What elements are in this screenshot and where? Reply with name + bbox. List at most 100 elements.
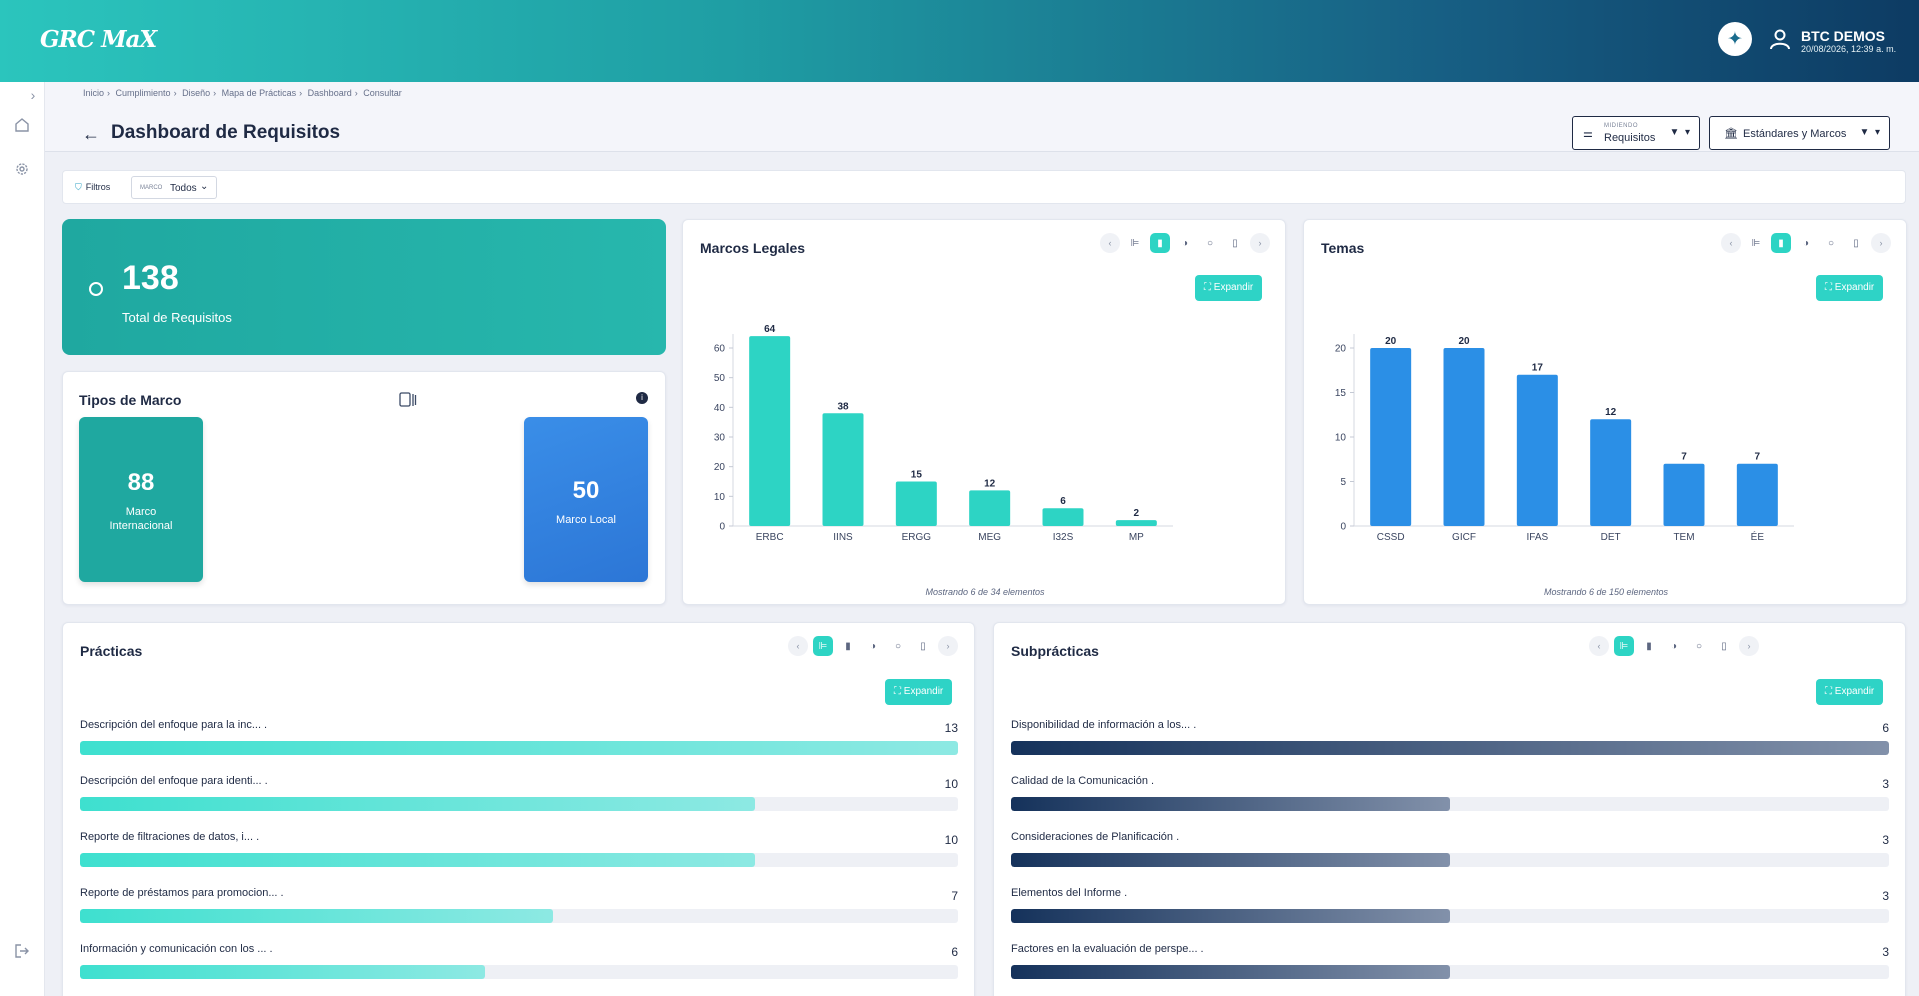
list-item[interactable]: Calidad de la Comunicación . 3 — [1011, 775, 1889, 815]
next-arrow-icon[interactable]: › — [1739, 636, 1759, 656]
expand-button[interactable]: ⛶ Expandir — [885, 679, 953, 705]
item-count: 10 — [944, 833, 958, 847]
expand-button[interactable]: ⛶ Expandir — [1816, 275, 1884, 301]
item-count: 7 — [951, 889, 958, 903]
back-arrow-icon[interactable]: ← — [82, 124, 100, 144]
list-item[interactable]: Factores en la evaluación de perspe... .… — [1011, 943, 1889, 983]
y-tick-label: 0 — [1340, 522, 1346, 533]
x-tick-label: MEG — [978, 532, 1001, 543]
card-title: Subprácticas — [1011, 643, 1099, 659]
list-item[interactable]: Reporte de préstamos para promocion... .… — [80, 887, 958, 927]
chart-toolbar: ‹ ⊫ ▮ ◑ ○ ▯ › — [1100, 233, 1270, 253]
cards-icon[interactable]: ▯ — [920, 640, 926, 652]
bar-chart-icon[interactable]: ▮ — [845, 640, 851, 652]
horizontal-bar-icon[interactable]: ⊫ — [1614, 636, 1634, 656]
expand-button[interactable]: ⛶ Expandir — [1816, 679, 1884, 705]
user-name[interactable]: BTC DEMOS — [1801, 28, 1885, 44]
bar-chart-icon[interactable]: ▮ — [1646, 640, 1652, 652]
progress-track — [1011, 741, 1889, 755]
donut-chart-icon[interactable]: ○ — [1827, 237, 1835, 249]
logout-icon[interactable] — [13, 942, 31, 960]
progress-fill — [80, 965, 486, 979]
bar — [1590, 419, 1632, 526]
progress-track — [1011, 965, 1889, 979]
expand-button[interactable]: ⛶ Expandir — [1195, 275, 1263, 301]
marco-internacional-tile[interactable]: 88 Marco Internacional — [79, 417, 203, 582]
item-count: 6 — [951, 945, 958, 959]
breadcrumb-item[interactable]: Inicio — [83, 88, 105, 98]
chip-key: MARCO — [140, 185, 163, 191]
y-tick-label: 20 — [1335, 344, 1347, 355]
gear-icon[interactable] — [13, 160, 31, 178]
breadcrumb-item[interactable]: Mapa de Prácticas — [221, 88, 297, 98]
bank-icon: 🏛 — [1724, 128, 1738, 140]
filters-button[interactable]: ⛉ Filtros — [75, 182, 110, 193]
measuring-select[interactable]: ⚌ MIDIENDO Requisitos ▼ ▾ — [1572, 116, 1700, 150]
list-item[interactable]: Reporte de filtraciones de datos, i... .… — [80, 831, 958, 871]
marco-filter-chip[interactable]: MARCO Todos ⌄ — [131, 176, 217, 199]
y-tick-label: 20 — [714, 462, 726, 473]
home-icon[interactable] — [13, 116, 31, 134]
pie-chart-icon[interactable]: ◑ — [1802, 237, 1810, 249]
next-arrow-icon[interactable]: › — [1871, 233, 1891, 253]
marco-local-tile[interactable]: 50 Marco Local — [524, 417, 648, 582]
horizontal-bar-icon[interactable]: ⊫ — [1751, 237, 1761, 249]
cards-icon[interactable]: ▯ — [1232, 237, 1238, 249]
expand-sidebar-icon[interactable]: › — [30, 87, 36, 103]
breadcrumb-item[interactable]: Dashboard — [307, 88, 352, 98]
list-item[interactable]: Descripción del enfoque para la inc... .… — [80, 719, 958, 759]
data-label: 7 — [1755, 452, 1761, 463]
total-value: 138 — [122, 259, 179, 297]
prev-arrow-icon[interactable]: ‹ — [1721, 233, 1741, 253]
item-count: 6 — [1882, 721, 1889, 735]
list-item[interactable]: Información y comunicación con los ... .… — [80, 943, 958, 983]
pie-chart-icon[interactable]: ◑ — [1181, 237, 1189, 249]
x-tick-label: IINS — [833, 532, 853, 543]
breadcrumb-item[interactable]: Cumplimiento — [115, 88, 171, 98]
progress-track — [80, 909, 958, 923]
x-tick-label: I32S — [1053, 532, 1074, 543]
data-label: 20 — [1385, 336, 1397, 347]
data-label: 12 — [1605, 407, 1617, 418]
prev-arrow-icon[interactable]: ‹ — [1100, 233, 1120, 253]
list-item[interactable]: Disponibilidad de información a los... .… — [1011, 719, 1889, 759]
chart-type-icon[interactable] — [399, 392, 417, 408]
pie-chart-icon[interactable]: ◑ — [1670, 640, 1678, 652]
expand-label: Expandir — [1834, 686, 1875, 697]
list-item[interactable]: Descripción del enfoque para identi... .… — [80, 775, 958, 815]
item-label: Disponibilidad de información a los... . — [1011, 719, 1197, 731]
next-arrow-icon[interactable]: › — [1250, 233, 1270, 253]
y-tick-label: 40 — [714, 403, 726, 414]
prev-arrow-icon[interactable]: ‹ — [788, 636, 808, 656]
app-logo[interactable]: GRC MaX — [40, 26, 157, 53]
item-label: Consideraciones de Planificación . — [1011, 831, 1180, 843]
breadcrumb-item[interactable]: Diseño — [182, 88, 211, 98]
bar-chart-icon[interactable]: ▮ — [1771, 233, 1791, 253]
user-datetime: 20/08/2026, 12:39 a. m. — [1801, 44, 1897, 54]
donut-chart-icon[interactable]: ○ — [1206, 237, 1214, 249]
progress-track — [80, 741, 958, 755]
y-tick-label: 5 — [1340, 477, 1346, 488]
donut-chart-icon[interactable]: ○ — [894, 640, 902, 652]
card-title: Tipos de Marco — [79, 392, 182, 408]
standards-select[interactable]: 🏛 Estándares y Marcos ▼ ▾ — [1709, 116, 1890, 150]
item-label: Reporte de préstamos para promocion... . — [80, 887, 284, 899]
prev-arrow-icon[interactable]: ‹ — [1589, 636, 1609, 656]
pie-chart-icon[interactable]: ◑ — [869, 640, 877, 652]
cards-icon[interactable]: ▯ — [1721, 640, 1727, 652]
list-item[interactable]: Elementos del Informe . 3 — [1011, 887, 1889, 927]
bar-chart-icon[interactable]: ▮ — [1150, 233, 1170, 253]
bar — [1115, 520, 1157, 526]
cards-icon[interactable]: ▯ — [1853, 237, 1859, 249]
ai-assistant-button[interactable]: ✦ — [1718, 22, 1752, 56]
user-icon[interactable] — [1768, 27, 1792, 51]
info-icon[interactable]: i — [636, 392, 648, 404]
y-tick-label: 15 — [1335, 388, 1347, 399]
x-tick-label: MP — [1129, 532, 1144, 543]
horizontal-bar-icon[interactable]: ⊫ — [1130, 237, 1140, 249]
card-title: Temas — [1321, 240, 1365, 256]
next-arrow-icon[interactable]: › — [938, 636, 958, 656]
horizontal-bar-icon[interactable]: ⊫ — [813, 636, 833, 656]
list-item[interactable]: Consideraciones de Planificación . 3 — [1011, 831, 1889, 871]
donut-chart-icon[interactable]: ○ — [1695, 640, 1703, 652]
